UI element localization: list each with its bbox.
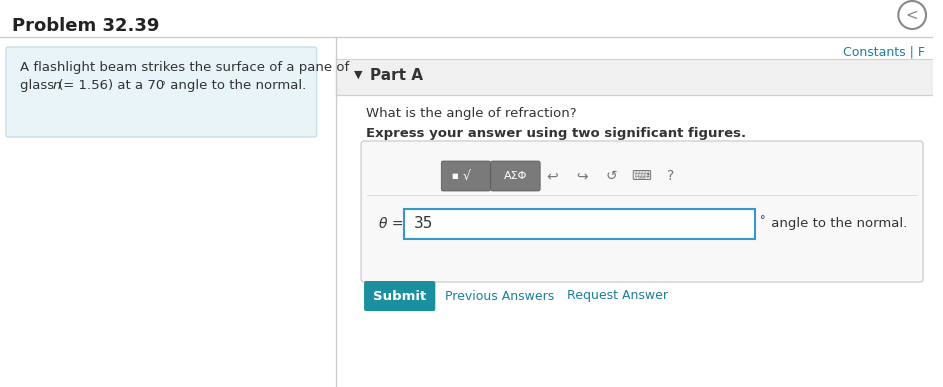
Text: angle to the normal.: angle to the normal. (166, 79, 306, 92)
FancyBboxPatch shape (361, 141, 923, 282)
Text: Request Answer: Request Answer (567, 289, 668, 303)
Text: AΣΦ: AΣΦ (504, 171, 527, 181)
Text: Previous Answers: Previous Answers (445, 289, 554, 303)
Text: Constants | F: Constants | F (843, 45, 925, 58)
FancyBboxPatch shape (364, 281, 436, 311)
Text: = 1.56) at a 70: = 1.56) at a 70 (59, 79, 165, 92)
Text: ↺: ↺ (605, 169, 618, 183)
Text: 35: 35 (414, 216, 433, 231)
FancyBboxPatch shape (490, 161, 540, 191)
Text: ?: ? (667, 169, 674, 183)
Text: n: n (53, 79, 60, 92)
Text: angle to the normal.: angle to the normal. (767, 217, 907, 231)
Text: Express your answer using two significant figures.: Express your answer using two significan… (366, 127, 746, 140)
Text: ↩: ↩ (546, 169, 558, 183)
Text: ⌨: ⌨ (631, 169, 651, 183)
Text: Submit: Submit (373, 289, 426, 303)
Text: ▼: ▼ (355, 70, 363, 80)
Bar (404, 209, 754, 239)
Text: <: < (906, 7, 918, 22)
Text: glass (: glass ( (20, 79, 63, 92)
Text: A flashlight beam strikes the surface of a pane of: A flashlight beam strikes the surface of… (20, 61, 349, 74)
Text: Part A: Part A (370, 67, 423, 82)
Text: √: √ (463, 170, 471, 183)
Text: ■: ■ (452, 173, 458, 179)
Text: What is the angle of refraction?: What is the angle of refraction? (366, 107, 577, 120)
Text: ↪: ↪ (576, 169, 587, 183)
Text: °: ° (760, 215, 766, 225)
Text: Problem 32.39: Problem 32.39 (12, 17, 159, 35)
FancyBboxPatch shape (441, 161, 490, 191)
Bar (337, 59, 933, 95)
Text: °: ° (160, 81, 165, 91)
FancyBboxPatch shape (6, 47, 317, 137)
Text: θ =: θ = (379, 217, 404, 231)
